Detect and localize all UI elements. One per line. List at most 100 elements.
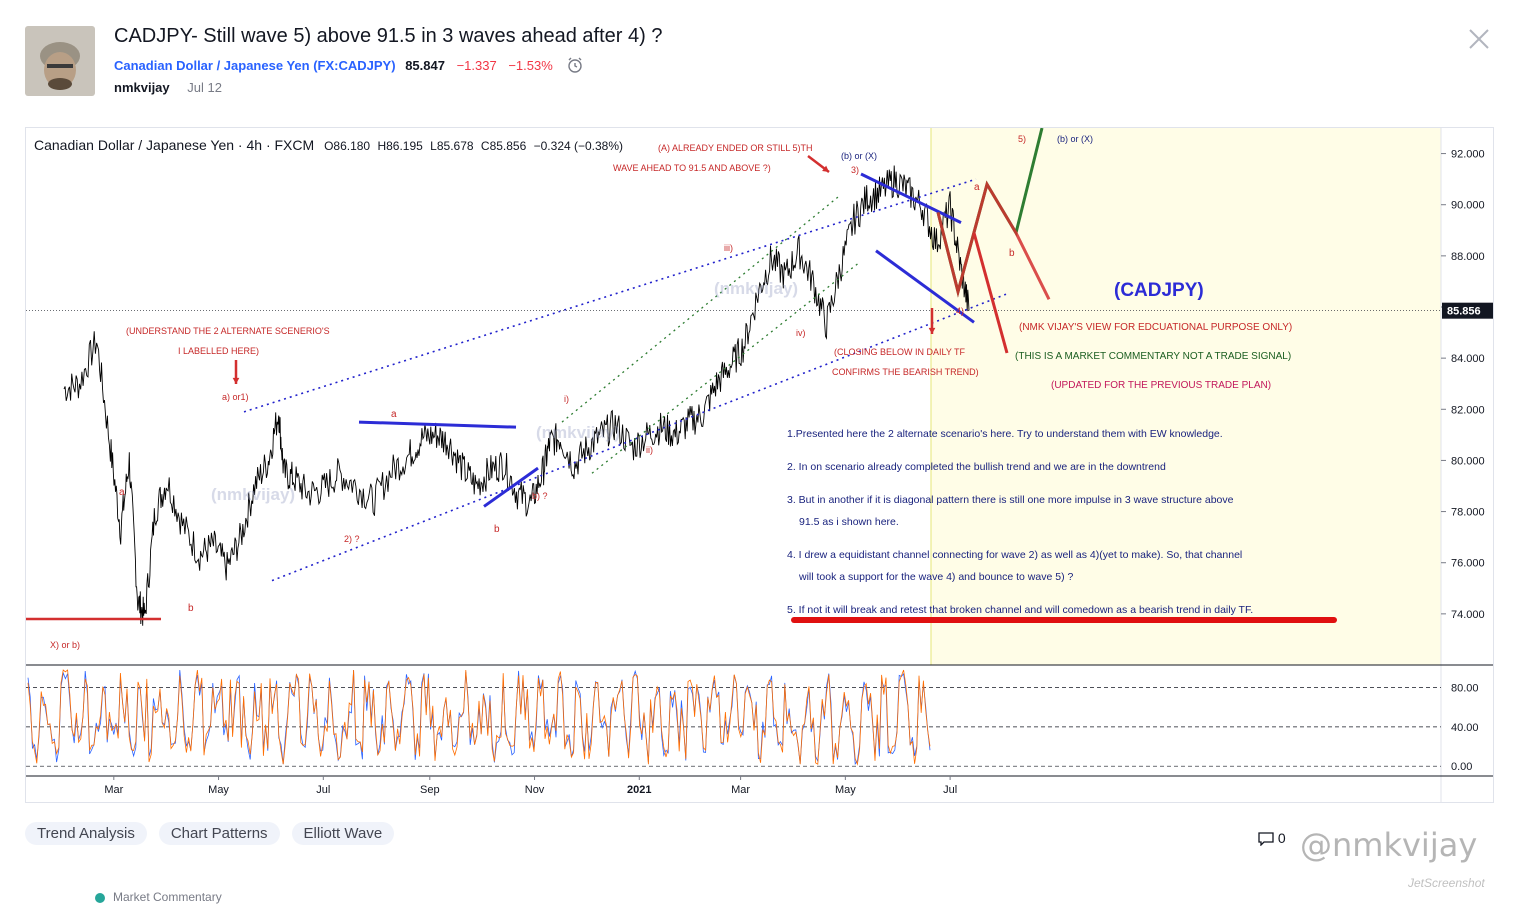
tag-elliott-wave[interactable]: Elliott Wave <box>291 822 395 845</box>
y-tick-label: 92.000 <box>1451 149 1485 161</box>
chart-watermark: (nmkvijay) <box>536 423 620 442</box>
note-point-1: 1.Presented here the 2 alternate scenari… <box>787 428 1223 440</box>
wave-label-a-or-1: a) or1) <box>222 392 249 402</box>
open-label: O <box>324 139 334 153</box>
wave-label-4: 4) <box>956 306 964 316</box>
future-zone <box>931 128 1441 665</box>
inner-channel-lower <box>591 263 859 474</box>
x-tick-label: Sep <box>420 784 440 796</box>
note-point-4a: 4. I drew a equidistant channel connecti… <box>787 549 1242 561</box>
x-tick-label: May <box>208 784 229 796</box>
x-tick-label: Mar <box>731 784 750 796</box>
x-tick-label: May <box>835 784 856 796</box>
note-top-line-2: WAVE AHEAD TO 91.5 AND ABOVE ?) <box>613 163 771 173</box>
close-button[interactable] <box>1466 26 1492 52</box>
osc-level-label: 0.00 <box>1451 761 1472 773</box>
chart-canvas: 92.00090.00088.00086.00084.00082.00080.0… <box>26 128 1493 802</box>
symbol-change: −1.337 <box>456 57 497 73</box>
wedge-upper-line <box>860 172 962 224</box>
symbol-change-percent: −1.53% <box>508 57 553 73</box>
y-tick-label: 84.000 <box>1451 353 1485 365</box>
x-tick-label: Mar <box>104 784 123 796</box>
tag-chart-patterns[interactable]: Chart Patterns <box>158 822 280 845</box>
symbol-line: Canadian Dollar / Japanese Yen (FX:CADJP… <box>114 56 584 77</box>
wave-label-a-1: a <box>119 487 125 498</box>
publish-date: Jul 12 <box>187 80 222 95</box>
symbol-name-link[interactable]: Canadian Dollar / Japanese Yen <box>114 57 310 73</box>
y-tick-label: 78.000 <box>1451 507 1485 519</box>
wave-label-b-2: b <box>494 524 500 535</box>
author-watermark: @nmkvijay <box>1300 826 1478 864</box>
wave-label-b-or-x: (b) or (X) <box>841 151 877 161</box>
symbol-ticker-link[interactable]: (FX:CADJPY) <box>313 57 396 73</box>
note-scenario-line-1: (UNDERSTAND THE 2 ALTERNATE SCENERIO'S <box>126 326 330 336</box>
author-line: nmkvijay Jul 12 <box>114 80 222 95</box>
note-view: (NMK VIJAY'S VIEW FOR EDCUATIONAL PURPOS… <box>1019 322 1292 333</box>
down-arrow-wave-4-head <box>928 327 936 334</box>
comments-count[interactable]: 0 <box>1258 830 1286 847</box>
wave-label-a-3: a <box>974 182 980 193</box>
close-value: 85.856 <box>489 139 527 153</box>
wave-label-i: i) <box>564 394 569 404</box>
chart-container[interactable]: 92.00090.00088.00086.00084.00082.00080.0… <box>25 127 1494 803</box>
wave-label-b-3: b <box>1009 248 1015 259</box>
alert-clock-icon[interactable] <box>566 56 584 77</box>
symbol-ticker: FX:CADJPY <box>317 57 392 73</box>
upper-channel-line <box>243 178 977 413</box>
pointer-arrow-wave-b-head <box>822 165 829 172</box>
last-price-tag <box>1442 302 1493 319</box>
tag-trend-analysis[interactable]: Trend Analysis <box>25 822 147 845</box>
ohlc-values: O86.180 H86.195 L85.678 C85.856 −0.324 (… <box>324 139 627 153</box>
y-tick-label: 88.000 <box>1451 251 1485 263</box>
close-icon <box>1469 29 1489 49</box>
note-point-5: 5. If not it will break and retest that … <box>787 604 1253 616</box>
triangle-lower-line <box>483 466 539 508</box>
author-name[interactable]: nmkvijay <box>114 80 170 95</box>
low-value: 85.678 <box>436 139 474 153</box>
oscillator-d-line <box>27 669 931 766</box>
high-value: 86.195 <box>386 139 423 153</box>
change-value: −0.324 (−0.38%) <box>533 139 624 153</box>
price-series-line <box>63 165 970 626</box>
chart-legend: Canadian Dollar / Japanese Yen · 4h · FX… <box>34 137 628 153</box>
chart-symbol-name: Canadian Dollar / Japanese Yen · 4h · FX… <box>34 137 315 153</box>
note-commentary: (THIS IS A MARKET COMMENTARY NOT A TRADE… <box>1015 351 1291 362</box>
screenshot-watermark: JetScreenshot <box>1408 876 1485 890</box>
author-avatar[interactable] <box>25 26 95 96</box>
open-value: 86.180 <box>333 139 371 153</box>
note-point-2: 2. In on scenario already completed the … <box>787 461 1166 473</box>
x-tick-label: Nov <box>525 784 545 796</box>
last-price-label: 85.856 <box>1447 306 1481 318</box>
x-tick-label: Jul <box>316 784 330 796</box>
wave-label-b-1: b <box>188 603 194 614</box>
bearish-projection-1 <box>936 180 1051 300</box>
oscillator-k-line <box>27 669 931 766</box>
osc-level-label: 40.00 <box>1451 722 1479 734</box>
wave-label-iii: iii) <box>724 243 733 253</box>
close-label: C <box>480 139 490 153</box>
note-top-line-1: (A) ALREADY ENDED OR STILL 5)TH <box>658 143 813 153</box>
low-label: L <box>430 139 437 153</box>
osc-level-label: 80.00 <box>1451 683 1479 695</box>
y-tick-label: 74.000 <box>1451 609 1485 621</box>
wave-label-b-question: b) ? <box>532 491 548 501</box>
symbol-price: 85.847 <box>405 57 445 73</box>
idea-title: CADJPY- Still wave 5) above 91.5 in 3 wa… <box>114 25 663 47</box>
wave-label-5: 5) <box>1018 134 1026 144</box>
wave-label-ii: ii) <box>646 445 653 455</box>
triangle-upper-line <box>358 420 517 429</box>
bearish-projection-2 <box>972 232 1009 354</box>
y-tick-label: 82.000 <box>1451 404 1485 416</box>
note-closing-line-2: CONFIRMS THE BEARISH TREND) <box>832 367 979 377</box>
down-arrow-wave-a-head <box>232 377 240 384</box>
wave-label-x-or-b: X) or b) <box>50 640 80 650</box>
note-updated: (UPDATED FOR THE PREVIOUS TRADE PLAN) <box>1051 380 1271 391</box>
note-point-3a: 3. But in another if it is diagonal patt… <box>787 494 1234 506</box>
chart-watermark: (nmkvijay) <box>714 279 798 298</box>
note-closing-line-1: (CLOSING BELOW IN DAILY TF <box>834 347 966 357</box>
note-point-4b: will took a support for the wave 4) and … <box>798 571 1073 583</box>
wedge-lower-line <box>875 249 975 324</box>
chart-watermark: (nmkvijay) <box>211 485 295 504</box>
comment-icon <box>1258 832 1274 847</box>
x-tick-label: 2021 <box>627 784 651 796</box>
